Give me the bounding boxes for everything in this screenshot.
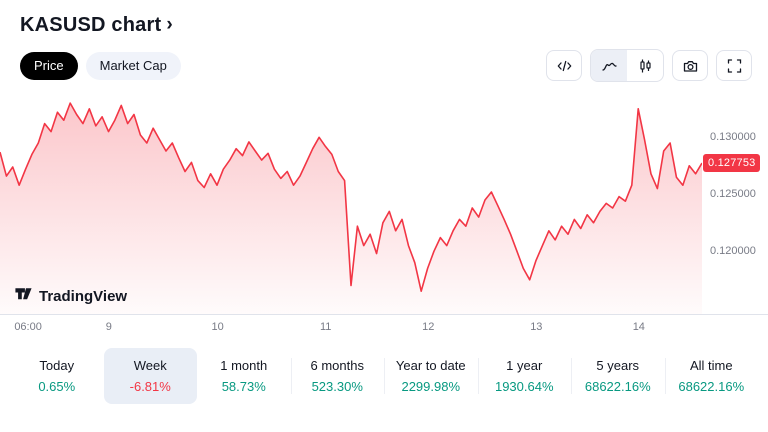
y-axis-label: 0.125000 — [710, 188, 756, 201]
time-tick: 11 — [320, 321, 332, 333]
chart-type-group — [590, 49, 664, 82]
area-chart-icon — [601, 58, 618, 74]
stat-value: 2299.98% — [401, 379, 461, 394]
screenshot-button[interactable] — [672, 50, 708, 81]
stat-week[interactable]: Week -6.81% — [103, 348, 197, 404]
stat-today[interactable]: Today 0.65% — [10, 348, 104, 404]
tradingview-logo-text: TradingView — [39, 287, 128, 305]
stat-value: 68622.16% — [678, 379, 745, 394]
price-plot[interactable]: TradingView — [0, 94, 702, 314]
candlestick-icon — [637, 58, 654, 74]
price-toggle-button[interactable]: Price — [20, 51, 78, 80]
time-tick: 9 — [105, 321, 112, 333]
current-price-badge: 0.127753 — [703, 153, 761, 172]
price-line-chart[interactable] — [0, 94, 702, 314]
toggle-row: Price Market Cap — [0, 37, 768, 90]
stat-value: 58.73% — [221, 379, 266, 394]
code-icon — [556, 58, 573, 74]
fullscreen-button[interactable] — [716, 50, 752, 81]
time-tick: 13 — [530, 321, 543, 333]
time-axis-spacer — [702, 315, 768, 340]
time-tick: 12 — [422, 321, 435, 333]
time-tick: 06:00 — [14, 321, 42, 333]
stat-value: -6.81% — [129, 379, 171, 394]
area-chart-type-button[interactable] — [591, 50, 627, 81]
y-axis-label: 0.130000 — [710, 131, 756, 144]
performance-stats-row: Today 0.65% Week -6.81% 1 month 58.73% 6… — [0, 348, 768, 404]
stat-5-years[interactable]: 5 years 68622.16% — [571, 348, 665, 404]
stat-value: 523.30% — [311, 379, 363, 394]
fullscreen-icon — [726, 58, 743, 74]
stat-label: Year to date — [395, 358, 466, 373]
time-tick: 14 — [632, 321, 645, 333]
stat-label: Today — [39, 358, 75, 373]
tradingview-logo[interactable]: TradingView — [14, 284, 127, 308]
stat-label: All time — [689, 358, 733, 373]
stat-label: 1 year — [506, 358, 543, 373]
tradingview-mark-icon — [14, 284, 33, 308]
stat-1-year[interactable]: 1 year 1930.64% — [477, 348, 572, 404]
time-axis-labels: 06:00 9 10 11 12 13 14 — [0, 315, 702, 340]
stat-label: 6 months — [310, 358, 364, 373]
stat-value: 0.65% — [38, 379, 76, 394]
stat-year-to-date[interactable]: Year to date 2299.98% — [384, 348, 478, 404]
stat-6-months[interactable]: 6 months 523.30% — [290, 348, 385, 404]
stat-value: 1930.64% — [494, 379, 554, 394]
stat-label: 1 month — [220, 358, 268, 373]
y-axis-label: 0.120000 — [710, 245, 756, 258]
stat-1-month[interactable]: 1 month 58.73% — [197, 348, 291, 404]
price-axis[interactable]: 0.130000 0.125000 0.120000 0.127753 — [702, 94, 768, 314]
code-embed-button[interactable] — [546, 50, 582, 81]
time-tick: 10 — [211, 321, 224, 333]
camera-icon — [682, 58, 699, 74]
header: KASUSD chart › — [0, 0, 768, 37]
stat-label: 5 years — [596, 358, 640, 373]
stat-label: Week — [133, 358, 167, 373]
chart-toolbar — [546, 49, 752, 82]
chart-area: TradingView 0.130000 0.125000 0.120000 0… — [0, 94, 768, 314]
chevron-right-icon[interactable]: › — [166, 13, 173, 35]
stat-value: 68622.16% — [584, 379, 651, 394]
time-axis[interactable]: 06:00 9 10 11 12 13 14 — [0, 314, 768, 340]
stat-all-time[interactable]: All time 68622.16% — [664, 348, 759, 404]
candlestick-chart-type-button[interactable] — [627, 50, 663, 81]
page-title: KASUSD chart — [20, 14, 162, 36]
market-cap-toggle-button[interactable]: Market Cap — [85, 51, 181, 80]
